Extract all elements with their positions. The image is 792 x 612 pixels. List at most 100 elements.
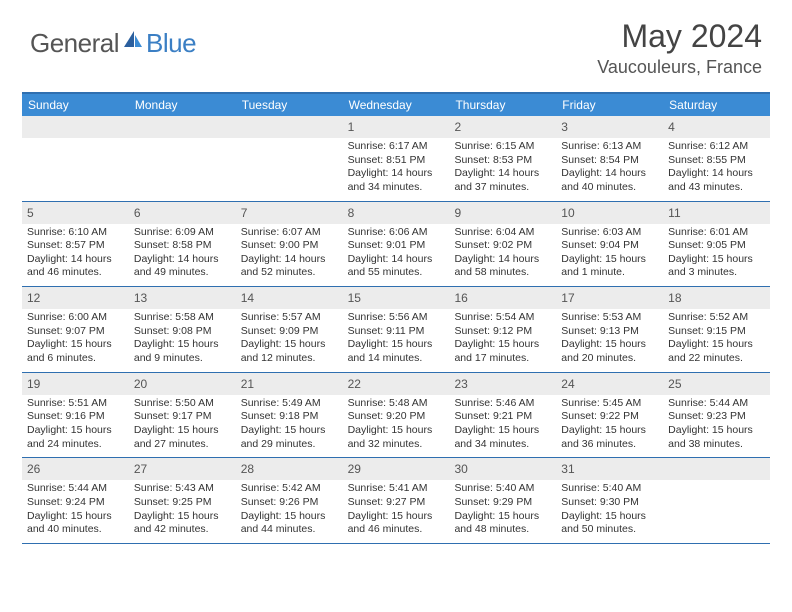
- day-info: Sunrise: 6:07 AMSunset: 9:00 PMDaylight:…: [241, 226, 339, 281]
- day-number-row: 6: [129, 202, 236, 224]
- day-info: Sunrise: 5:56 AMSunset: 9:11 PMDaylight:…: [348, 311, 446, 366]
- day-info: Sunrise: 5:42 AMSunset: 9:26 PMDaylight:…: [241, 482, 339, 537]
- day-cell: 23Sunrise: 5:46 AMSunset: 9:21 PMDayligh…: [449, 373, 556, 458]
- day-number: 17: [561, 291, 574, 305]
- day-number-row: 13: [129, 287, 236, 309]
- day-number-row: 18: [663, 287, 770, 309]
- day-number: 8: [348, 206, 355, 220]
- day-info: Sunrise: 5:51 AMSunset: 9:16 PMDaylight:…: [27, 397, 125, 452]
- day-number: 4: [668, 120, 675, 134]
- day-number-row: 17: [556, 287, 663, 309]
- day-number: 20: [134, 377, 147, 391]
- day-info: Sunrise: 6:15 AMSunset: 8:53 PMDaylight:…: [454, 140, 552, 195]
- day-number-row: 24: [556, 373, 663, 395]
- logo-sail-icon: [122, 29, 144, 56]
- day-cell: 13Sunrise: 5:58 AMSunset: 9:08 PMDayligh…: [129, 287, 236, 372]
- day-number: 18: [668, 291, 681, 305]
- day-number-row: 14: [236, 287, 343, 309]
- week-row: 12Sunrise: 6:00 AMSunset: 9:07 PMDayligh…: [22, 287, 770, 373]
- day-info: Sunrise: 5:49 AMSunset: 9:18 PMDaylight:…: [241, 397, 339, 452]
- day-cell: 31 Sunrise: 5:40 AMSunset: 9:30 PMDayligh…: [556, 458, 663, 543]
- day-header: Wednesday: [343, 94, 450, 116]
- day-number: 31: [561, 462, 574, 476]
- location: Vaucouleurs, France: [597, 57, 762, 78]
- day-number-row: 4: [663, 116, 770, 138]
- day-number: 15: [348, 291, 361, 305]
- day-info: Sunrise: 5:40 AMSunset: 9:30 PMDaylight:…: [561, 482, 659, 537]
- day-cell: [22, 116, 129, 201]
- day-cell: 30Sunrise: 5:40 AMSunset: 9:29 PMDayligh…: [449, 458, 556, 543]
- day-number-row: [22, 116, 129, 138]
- day-number: 28: [241, 462, 254, 476]
- day-number-row: 22: [343, 373, 450, 395]
- day-cell: 10Sunrise: 6:03 AMSunset: 9:04 PMDayligh…: [556, 202, 663, 287]
- day-number-row: 27: [129, 458, 236, 480]
- day-info: Sunrise: 5:58 AMSunset: 9:08 PMDaylight:…: [134, 311, 232, 366]
- day-info: Sunrise: 6:17 AMSunset: 8:51 PMDaylight:…: [348, 140, 446, 195]
- day-cell: 26Sunrise: 5:44 AMSunset: 9:24 PMDayligh…: [22, 458, 129, 543]
- day-number-row: 7: [236, 202, 343, 224]
- day-number-row: 3: [556, 116, 663, 138]
- day-number: 14: [241, 291, 254, 305]
- day-number-row: 21: [236, 373, 343, 395]
- day-cell: [236, 116, 343, 201]
- day-info: Sunrise: 5:48 AMSunset: 9:20 PMDaylight:…: [348, 397, 446, 452]
- day-info: Sunrise: 5:57 AMSunset: 9:09 PMDaylight:…: [241, 311, 339, 366]
- day-cell: 27 Sunrise: 5:43 AMSunset: 9:25 PMDayligh…: [129, 458, 236, 543]
- title-block: May 2024 Vaucouleurs, France: [597, 18, 762, 78]
- day-cell: 25Sunrise: 5:44 AMSunset: 9:23 PMDayligh…: [663, 373, 770, 458]
- day-number-row: 31: [556, 458, 663, 480]
- week-row: 1 Sunrise: 6:17 AMSunset: 8:51 PMDaylight…: [22, 116, 770, 202]
- day-cell: 24Sunrise: 5:45 AMSunset: 9:22 PMDayligh…: [556, 373, 663, 458]
- day-number: 27: [134, 462, 147, 476]
- day-cell: 19Sunrise: 5:51 AMSunset: 9:16 PMDayligh…: [22, 373, 129, 458]
- day-info: Sunrise: 6:13 AMSunset: 8:54 PMDaylight:…: [561, 140, 659, 195]
- day-number: 11: [668, 206, 680, 220]
- month-title: May 2024: [597, 18, 762, 55]
- day-number: 2: [454, 120, 461, 134]
- day-number-row: 29: [343, 458, 450, 480]
- day-number-row: 12: [22, 287, 129, 309]
- day-number-row: 10: [556, 202, 663, 224]
- day-info: Sunrise: 6:00 AMSunset: 9:07 PMDaylight:…: [27, 311, 125, 366]
- day-cell: 16Sunrise: 5:54 AMSunset: 9:12 PMDayligh…: [449, 287, 556, 372]
- day-cell: 4 Sunrise: 6:12 AMSunset: 8:55 PMDaylight…: [663, 116, 770, 201]
- day-number: 23: [454, 377, 467, 391]
- day-cell: 12Sunrise: 6:00 AMSunset: 9:07 PMDayligh…: [22, 287, 129, 372]
- day-cell: 9Sunrise: 6:04 AMSunset: 9:02 PMDaylight…: [449, 202, 556, 287]
- day-header: Sunday: [22, 94, 129, 116]
- day-info: Sunrise: 6:03 AMSunset: 9:04 PMDaylight:…: [561, 226, 659, 281]
- day-number-row: 16: [449, 287, 556, 309]
- day-info: Sunrise: 5:50 AMSunset: 9:17 PMDaylight:…: [134, 397, 232, 452]
- day-number-row: [236, 116, 343, 138]
- day-info: Sunrise: 5:40 AMSunset: 9:29 PMDaylight:…: [454, 482, 552, 537]
- day-number-row: 26: [22, 458, 129, 480]
- day-info: Sunrise: 6:06 AMSunset: 9:01 PMDaylight:…: [348, 226, 446, 281]
- day-info: Sunrise: 6:09 AMSunset: 8:58 PMDaylight:…: [134, 226, 232, 281]
- day-header: Tuesday: [236, 94, 343, 116]
- logo-text-general: General: [30, 28, 119, 59]
- day-cell: [129, 116, 236, 201]
- day-cell: 2 Sunrise: 6:15 AMSunset: 8:53 PMDaylight…: [449, 116, 556, 201]
- day-info: Sunrise: 6:12 AMSunset: 8:55 PMDaylight:…: [668, 140, 766, 195]
- day-cell: 29Sunrise: 5:41 AMSunset: 9:27 PMDayligh…: [343, 458, 450, 543]
- day-cell: 1 Sunrise: 6:17 AMSunset: 8:51 PMDaylight…: [343, 116, 450, 201]
- day-number: 26: [27, 462, 40, 476]
- day-number-row: 5: [22, 202, 129, 224]
- day-number-row: 2: [449, 116, 556, 138]
- day-cell: 15 Sunrise: 5:56 AMSunset: 9:11 PMDayligh…: [343, 287, 450, 372]
- day-number: 22: [348, 377, 361, 391]
- day-number: 21: [241, 377, 254, 391]
- day-number-row: 25: [663, 373, 770, 395]
- week-row: 19Sunrise: 5:51 AMSunset: 9:16 PMDayligh…: [22, 373, 770, 459]
- logo-text-blue: Blue: [146, 28, 196, 59]
- day-number: 1: [348, 120, 355, 134]
- day-number-row: 8: [343, 202, 450, 224]
- day-cell: 22 Sunrise: 5:48 AMSunset: 9:20 PMDayligh…: [343, 373, 450, 458]
- day-number: 9: [454, 206, 461, 220]
- calendar: SundayMondayTuesdayWednesdayThursdayFrid…: [22, 92, 770, 544]
- day-cell: 5Sunrise: 6:10 AMSunset: 8:57 PMDaylight…: [22, 202, 129, 287]
- day-number-row: 28: [236, 458, 343, 480]
- day-cell: 20 Sunrise: 5:50 AMSunset: 9:17 PMDayligh…: [129, 373, 236, 458]
- day-info: Sunrise: 5:43 AMSunset: 9:25 PMDaylight:…: [134, 482, 232, 537]
